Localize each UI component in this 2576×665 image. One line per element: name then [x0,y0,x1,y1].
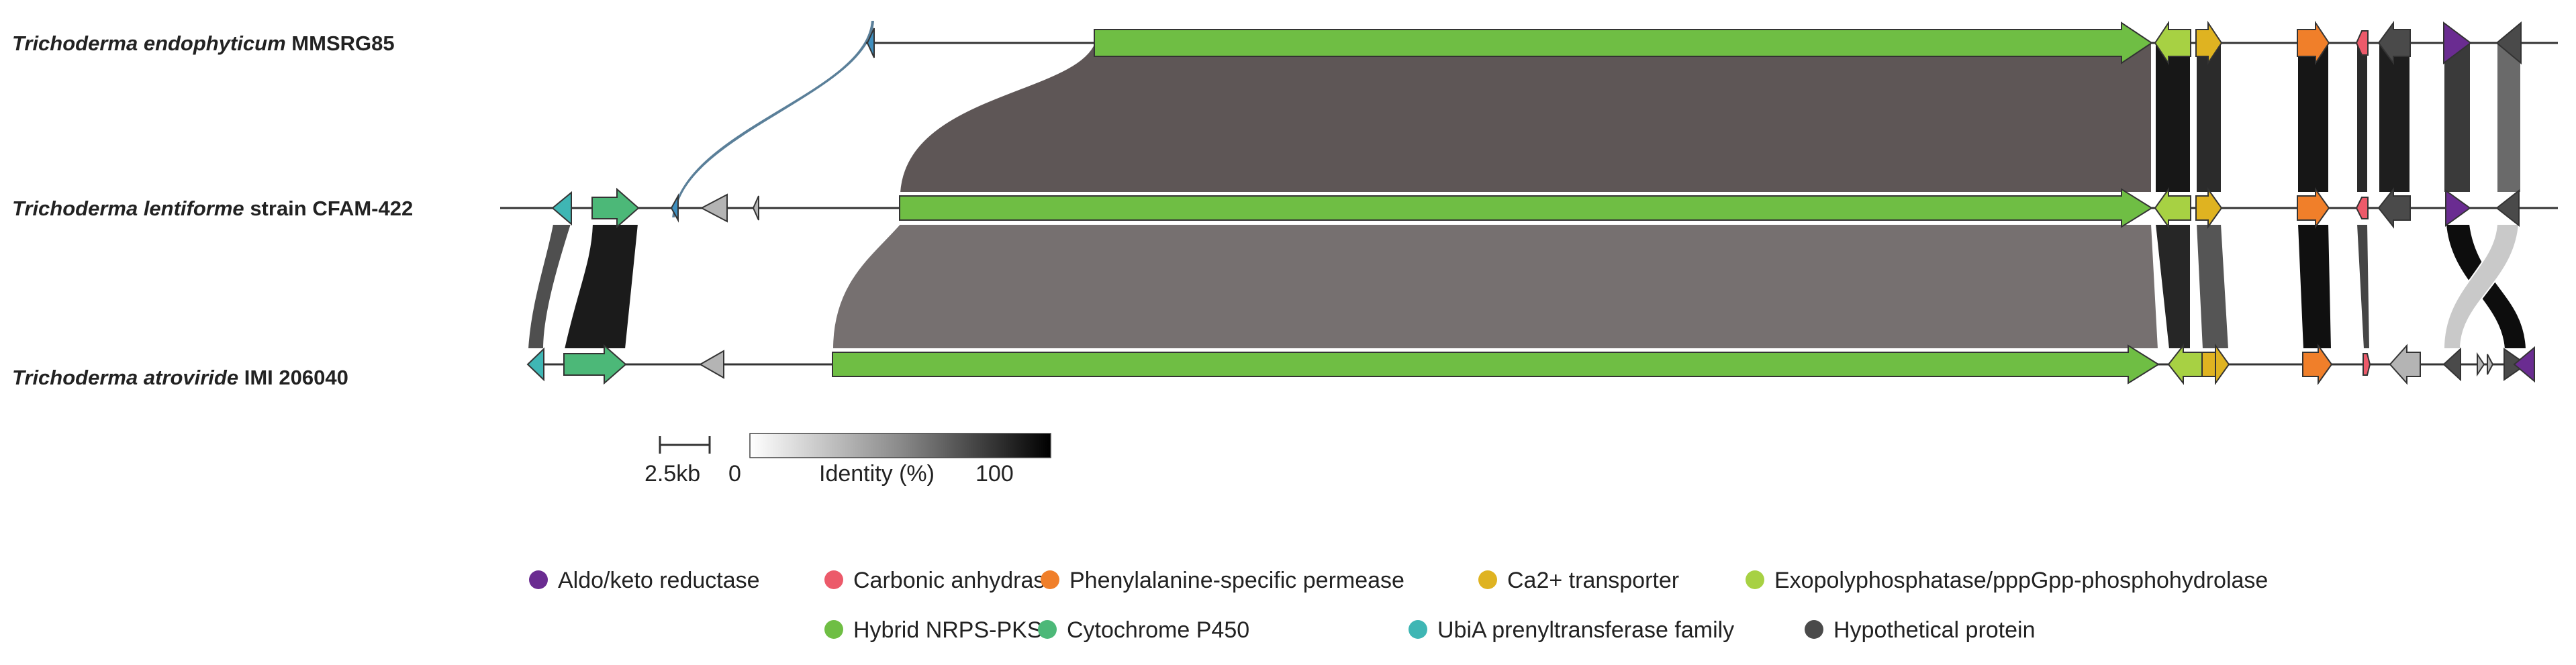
gene-hypothetical-3 [2442,347,2461,382]
homology-band-aldo-keto-1-2 [2443,42,2471,193]
legend-swatch-carbonic-anhydrase [824,570,843,589]
legend-label-ubia: UbiA prenyltransferase family [1437,617,1734,643]
legend-label-ca-transporter: Ca2+ transporter [1507,568,1679,593]
track-3-genes [526,343,2535,386]
gene-ca-transporter [2195,20,2223,66]
legend-label-aldo-keto: Aldo/keto reductase [558,568,760,593]
gene-exopolyphosphatase [2154,20,2191,66]
homology-band-ca-transporter-2-3 [2195,223,2230,350]
gene-p450 [563,344,627,385]
gene-exopolyphosphatase [2154,187,2191,229]
gene-permease [2297,187,2330,229]
gene-hypothetical-grey-2 [2389,344,2421,385]
legend-swatch-permease [1041,570,1059,589]
homology-bands [526,19,2528,350]
homology-band-exopolyphosphatase-2-3 [2154,223,2191,350]
homology-band-permease-2-3 [2296,223,2333,350]
legend-label-carbonic-anhydrase: Carbonic anhydrase [853,568,1057,593]
legend-swatch-exopolyphosphatase [1746,570,1764,589]
homology-band-hypothetical-1-2 [2378,42,2411,193]
identity-max-label: 100 [975,461,1014,487]
track-1-label: Trichoderma endophyticum MMSRG85 [12,32,395,55]
identity-axis-label: Identity (%) [819,461,935,487]
legend-swatch-hypothetical [1805,620,1823,639]
legend-label-p450: Cytochrome P450 [1067,617,1249,643]
scale-bar-label: 2.5kb [645,461,700,487]
homology-band-p450-2-3 [563,223,640,350]
legend-swatch-ca-transporter [1478,570,1497,589]
scale-bar [659,436,711,454]
gene-hypothetical-grey [700,193,728,223]
gene-nrps-pks [1094,21,2153,64]
homology-band-nrps-pks-2-3 [831,223,2160,350]
homology-band-carbonic-anhydrase-2-3 [2355,223,2371,350]
gene-ca-transporter [2195,187,2223,229]
legend-swatch-p450 [1038,620,1057,639]
gene-ubia [551,191,572,226]
homology-band-ca-transporter-1-2 [2195,42,2222,193]
gene-p450 [591,187,640,229]
gene-ca-transporter-body [2201,352,2216,377]
identity-gradient-bar [749,433,1051,458]
gene-hypothetical-small-3 [2487,354,2494,375]
legend-label-hypothetical: Hypothetical protein [1833,617,2036,643]
gene-hypothetical-1 [2377,20,2411,66]
track-2-genes [551,187,2520,229]
gene-aldo-keto [2445,189,2471,227]
gene-hypothetical-2 [2495,189,2520,227]
legend-label-exopolyphosphatase: Exopolyphosphatase/pppGpp-phosphohydrola… [1774,568,2268,593]
gene-ca-transporter [2215,343,2230,386]
legend-label-nrps-pks: Hybrid NRPS-PKS [853,617,1043,643]
track-1-genes [866,20,2522,66]
gene-carbonic-anhydrase [2363,353,2371,376]
legend-swatch-aldo-keto [529,570,548,589]
track-3-label: Trichoderma atroviride IMI 206040 [12,366,348,389]
gene-ubia [526,347,544,382]
homology-band-permease-1-2 [2297,42,2330,193]
gene-aldo-keto [2443,21,2472,64]
gene-hypothetical-small [752,195,759,221]
legend-label-permease: Phenylalanine-specific permease [1069,568,1404,593]
homology-band-nrps-pks-1-2 [898,42,2152,193]
homology-band-exopolyphosphatase-1-2 [2154,42,2191,193]
gene-function-legend: Aldo/keto reductase Carbonic anhydrase P… [529,568,2268,643]
homology-band-hypothetical-b-1-2 [2496,42,2522,193]
homology-band-carbonic-anhydrase-1-2 [2356,42,2369,193]
gene-hypothetical-grey [698,350,724,379]
track-labels: Trichoderma endophyticum MMSRG85 Trichod… [12,32,413,389]
gene-permease [2302,343,2333,386]
legend-swatch-ubia [1409,620,1427,639]
gene-permease [2297,20,2330,66]
track-2-label: Trichoderma lentiforme strain CFAM-422 [12,197,413,220]
gene-hypothetical-1 [2377,187,2411,229]
gene-aldo-keto [2513,346,2535,383]
gene-small-blue [670,193,679,223]
homology-band-ubia-2-3 [526,223,573,350]
gene-hypothetical-2 [2495,21,2522,65]
gene-small-blue [866,28,875,58]
legend-swatch-nrps-pks [824,620,843,639]
homology-band-small-blue [670,19,876,219]
gene-exopolyphosphatase [2167,344,2206,385]
gene-carbonic-anhydrase [2355,30,2369,56]
identity-min-label: 0 [728,461,741,487]
gene-nrps-pks [899,188,2153,228]
gene-carbonic-anhydrase [2355,197,2369,219]
gene-nrps-pks [832,344,2160,385]
gene-hypothetical-small-2 [2477,352,2485,377]
